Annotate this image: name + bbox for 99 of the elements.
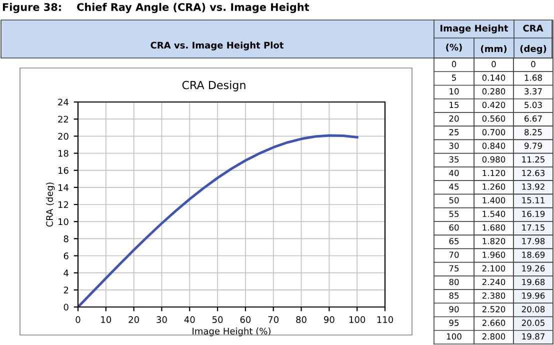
data-label: 19.26 [522, 265, 545, 272]
y-tick-label: 95 [449, 320, 459, 326]
data-label: 1.540 [482, 210, 506, 218]
data-label: 19.96 [522, 292, 545, 299]
y-tick-label: 90 [449, 306, 459, 312]
data-label: 2.520 [482, 306, 506, 312]
text: (%) [446, 44, 462, 52]
data-label: 13.92 [522, 183, 544, 190]
data-label: 17.98 [522, 238, 545, 244]
y-tick-label: 4 [64, 270, 68, 276]
x-axis-title: Image Height (%) [192, 328, 270, 336]
x-tick-label: 30 [156, 316, 167, 324]
data-label: 11.25 [522, 156, 544, 163]
data-label: 12.63 [522, 170, 545, 176]
data-label: 2.100 [482, 265, 506, 272]
y-tick-label: 5 [452, 74, 456, 81]
y-tick-label: 8 [64, 235, 68, 242]
data-label: 0.140 [482, 74, 506, 81]
x-tick-label: 40 [184, 316, 195, 324]
y-tick-label: 10 [58, 218, 68, 226]
data-label: 5.03 [524, 102, 542, 108]
y-tick-label: 20 [449, 115, 459, 122]
data-label: 2.660 [482, 320, 506, 326]
y-tick-label: 10 [450, 88, 459, 94]
data-label: 3.37 [524, 88, 542, 94]
y-tick-label: 30 [449, 142, 459, 149]
data-label: 1.260 [482, 183, 506, 190]
text: CRA Design [182, 80, 246, 92]
y-tick-label: 20 [58, 132, 68, 140]
y-tick-label: 100 [446, 333, 462, 340]
data-label: 15.11 [522, 197, 544, 204]
x-tick-label: 60 [240, 316, 251, 324]
text: Image Height [440, 24, 508, 34]
y-tick-label: 2 [64, 286, 68, 294]
y-axis-title: CRA (deg) [46, 182, 55, 227]
data-label: 0.700 [482, 129, 506, 136]
x-tick-label: 110 [377, 316, 394, 324]
x-tick-label: 100 [349, 316, 366, 324]
data-label: 1.68 [524, 74, 542, 81]
data-label: 2.240 [482, 278, 506, 286]
y-tick-label: 0 [64, 304, 68, 311]
data-label: 19.68 [522, 278, 545, 286]
y-tick-label: 85 [449, 292, 459, 299]
y-tick-label: 24 [58, 98, 68, 106]
x-tick-label: (mm) [480, 45, 507, 54]
y-tick-label: 45 [449, 184, 459, 190]
data-label: 20.05 [522, 320, 544, 326]
data-label: 0 [492, 60, 496, 68]
data-label: 0 [531, 60, 536, 68]
data-label: 2.380 [482, 292, 506, 299]
line-series [78, 134, 358, 307]
x-tick-label: 80 [296, 316, 306, 324]
data-label: 1.400 [482, 197, 506, 204]
data-label: 6.67 [524, 115, 542, 122]
x-tick-label: 0 [76, 316, 80, 324]
y-tick-label: 25 [449, 129, 459, 136]
y-tick-label: 15 [450, 102, 459, 108]
y-tick-label: 70 [449, 252, 459, 258]
y-tick-label: 14 [58, 184, 68, 191]
y-tick-label: 18 [58, 150, 68, 157]
chart-subtitle: CRA vs. Image Height Plot [150, 42, 284, 50]
data-label: 0.840 [482, 142, 506, 149]
data-label: 1.120 [482, 170, 506, 176]
data-label: 0.560 [482, 115, 506, 122]
data-label: 16.19 [522, 210, 545, 218]
data-label: 18.69 [522, 252, 545, 258]
text: CRA [523, 24, 544, 32]
y-tick-label: 50 [449, 197, 459, 204]
y-tick-label: 12 [58, 201, 68, 208]
x-tick-label: 50 [212, 316, 223, 324]
x-tick-label: (deg) [520, 45, 546, 54]
y-tick-label: 60 [449, 224, 459, 231]
data-label: 20.08 [522, 306, 545, 312]
data-label: 1.680 [482, 224, 506, 231]
y-tick-label: 80 [449, 278, 459, 286]
y-tick-label: 35 [449, 156, 459, 163]
y-tick-label: 0 [452, 60, 456, 68]
data-label: 1.960 [482, 252, 506, 258]
y-tick-label: 65 [449, 238, 459, 244]
data-label: 0.420 [482, 102, 506, 108]
data-label: 8.25 [524, 129, 542, 136]
data-label: 0.980 [482, 156, 506, 163]
data-label: 19.87 [522, 333, 544, 340]
y-tick-label: 40 [449, 170, 459, 176]
y-tick-label: 75 [449, 265, 459, 272]
data-label: 9.79 [524, 142, 542, 149]
x-tick-label: 20 [128, 316, 139, 324]
data-label: 2.800 [482, 333, 506, 340]
y-tick-label: 55 [449, 210, 459, 218]
data-label: 0.280 [482, 88, 506, 94]
x-tick-label: 90 [324, 316, 334, 324]
data-label: 1.820 [482, 238, 506, 244]
y-tick-label: 6 [64, 252, 68, 260]
data-label: 17.15 [522, 224, 544, 231]
x-tick-label: 10 [101, 316, 112, 324]
y-tick-label: 16 [58, 167, 68, 174]
y-tick-label: 22 [58, 116, 68, 123]
x-tick-label: 70 [268, 316, 279, 324]
chart-title: Figure 38: Chief Ray Angle (CRA) vs. Image Height [2, 2, 310, 14]
